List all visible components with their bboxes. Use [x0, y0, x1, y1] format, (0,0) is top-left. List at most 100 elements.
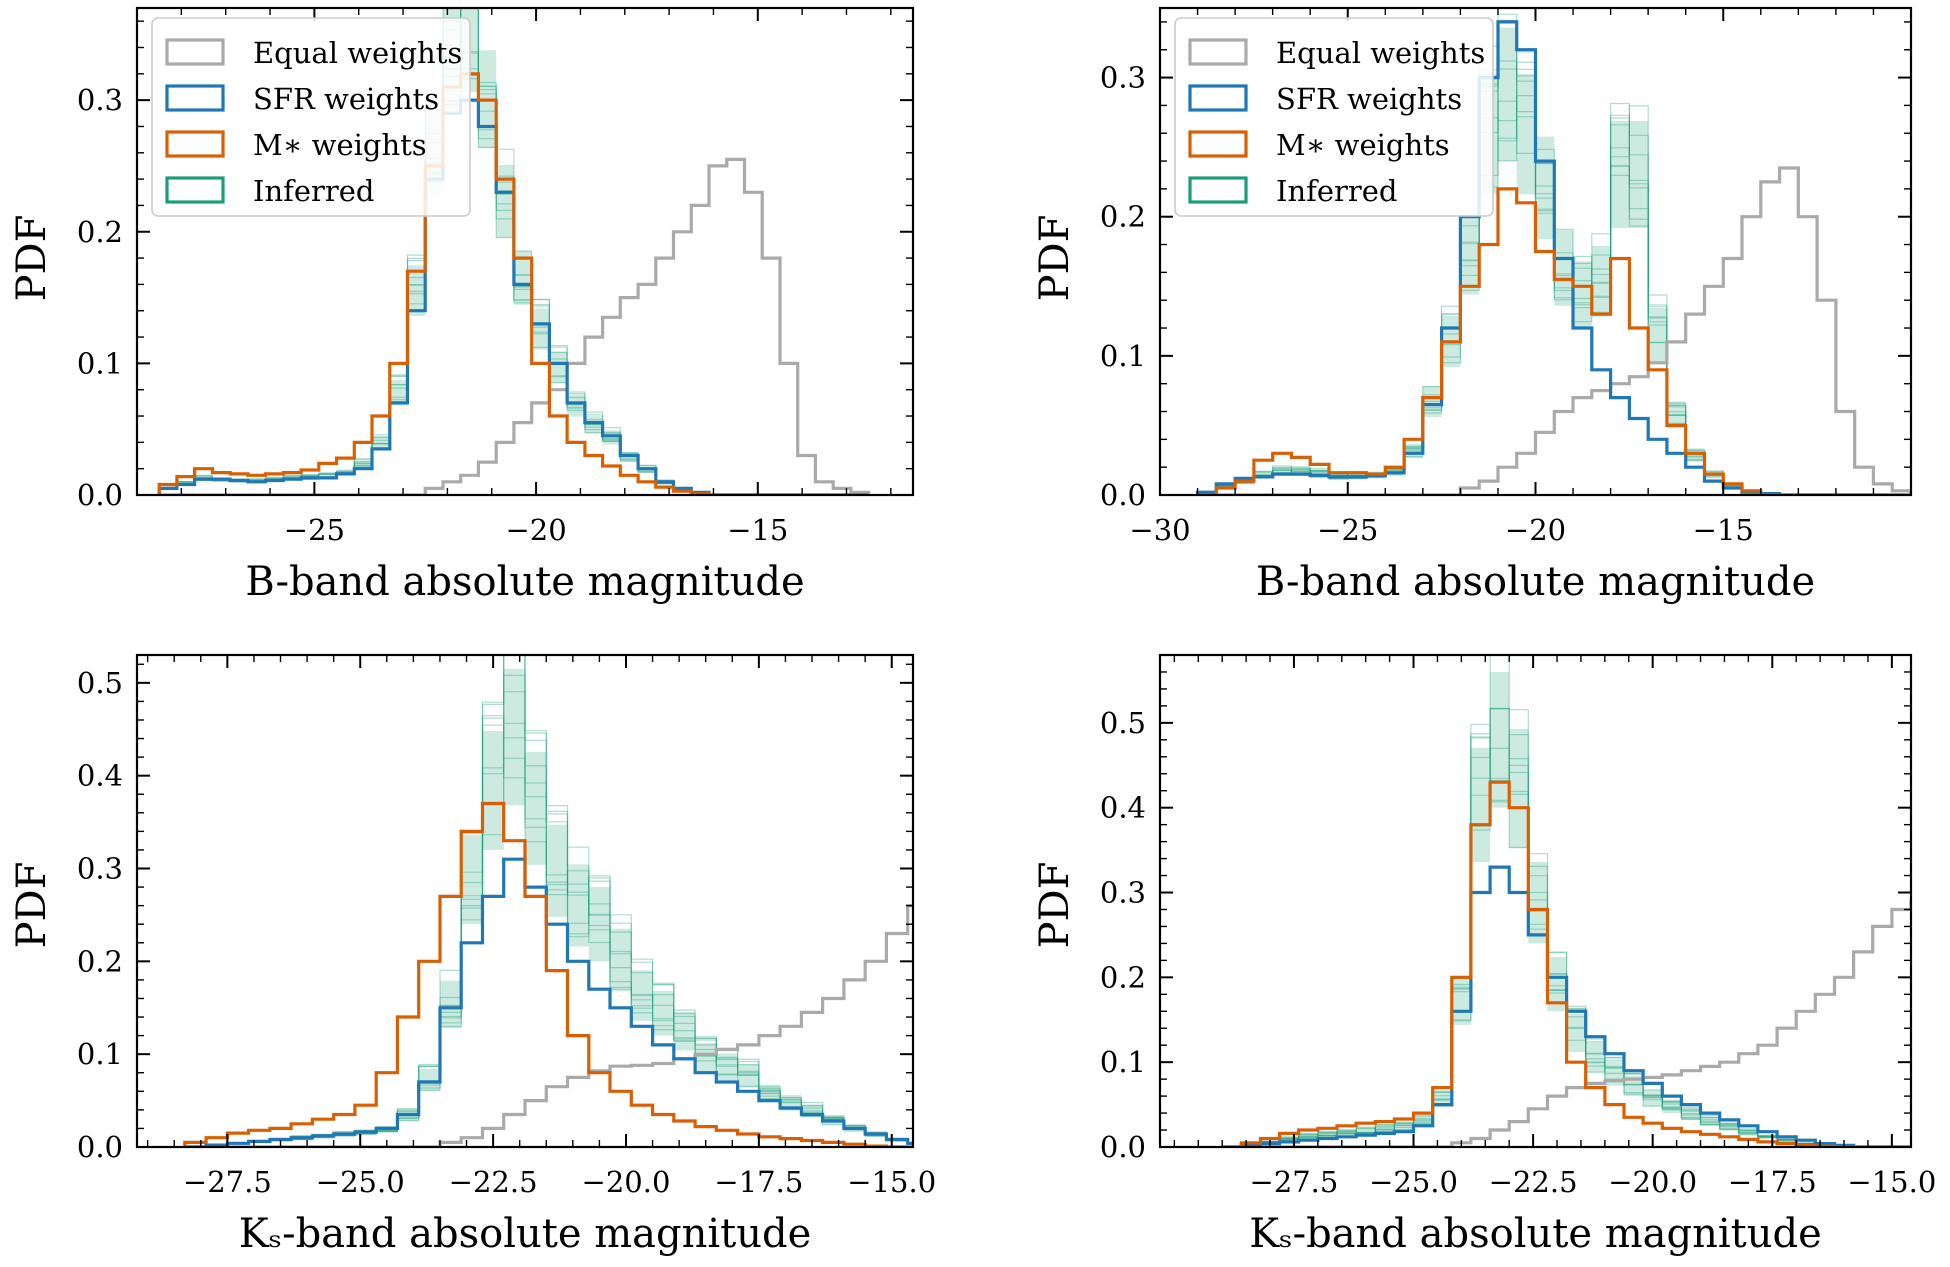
- y-tick-label: 0.1: [77, 1037, 123, 1071]
- inferred-bin: [1700, 1116, 1720, 1126]
- y-tick-label: 0.5: [1100, 706, 1146, 740]
- inferred-bin: [567, 394, 585, 417]
- inferred-bin: [372, 437, 390, 451]
- series-line-equal-weights: [184, 904, 913, 1147]
- legend-label: Equal weights: [253, 36, 462, 70]
- inferred-bin: [1404, 443, 1423, 459]
- legend-label: Inferred: [253, 174, 374, 208]
- inferred-bin: [801, 1105, 823, 1118]
- x-tick-label: −25.0: [316, 1165, 405, 1199]
- inferred-bin: [336, 469, 355, 475]
- y-tick-label: 0.2: [1100, 960, 1146, 994]
- y-tick-label: 0.2: [1100, 200, 1146, 234]
- inferred-sample-line: [1222, 747, 1911, 1147]
- axes-frame: [135, 653, 915, 1149]
- panel-bottom-right: −27.5 −25.0 −22.5 −20.0 −17.5 −15.0 0.0 0.1 0.2 0…: [1032, 653, 1936, 1257]
- inferred-bin: [407, 265, 426, 316]
- panel-top-left: −25 −20 −15 0.0 0.1 0.2 0.3 B-band absolute mag…: [9, 6, 915, 605]
- series-line-m-weights: [157, 72, 869, 495]
- inferred-bin: [1666, 401, 1686, 429]
- axes-frame: [1158, 653, 1913, 1149]
- inferred-bin: [1422, 385, 1442, 418]
- legend-box: [1174, 17, 1494, 217]
- x-tick-label: −20.0: [582, 1165, 671, 1199]
- inferred-bin: [1624, 1075, 1644, 1097]
- inferred-bin: [546, 824, 568, 917]
- inferred-bin: [1643, 1090, 1663, 1107]
- y-tick-label: 0.3: [77, 83, 123, 117]
- y-tick-label: 0.1: [77, 346, 123, 380]
- plot-area: [1222, 655, 1911, 1147]
- y-tick-label: 0.2: [77, 215, 123, 249]
- series-line-equal-weights: [1222, 899, 1911, 1147]
- inferred-bin: [354, 460, 372, 469]
- inferred-bin: [1310, 470, 1329, 478]
- inferred-bin: [1610, 121, 1630, 228]
- inferred-bin: [1272, 466, 1292, 475]
- inferred-bin: [610, 928, 632, 992]
- x-axis-label: B-band absolute magnitude: [1256, 559, 1815, 605]
- y-tick-label: 0.4: [1100, 791, 1146, 825]
- legend: Equal weights SFR weights M∗ weights Inferr…: [151, 17, 471, 217]
- inferred-bin: [1509, 729, 1529, 849]
- inferred-bin: [1554, 230, 1574, 306]
- series-line-equal-weights: [1197, 166, 1911, 495]
- inferred-bin: [1451, 976, 1471, 1025]
- inferred-bin: [695, 1043, 717, 1073]
- panel-top-right: −30 −25 −20 −15 0.0 0.1 0.2 0.3 B-band absolute …: [1032, 6, 1913, 605]
- legend-swatch: [165, 176, 225, 204]
- inferred-sample-line: [1222, 723, 1911, 1147]
- y-tick-label: 0.3: [77, 852, 123, 886]
- inferred-bin: [1566, 1014, 1586, 1052]
- inferred-bin: [1629, 121, 1649, 228]
- inferred-bin: [1298, 1134, 1318, 1139]
- inferred-bin: [1738, 1129, 1758, 1135]
- inferred-bin: [716, 1053, 738, 1081]
- inferred-bin: [1375, 1126, 1395, 1133]
- inferred-bin: [588, 887, 611, 962]
- x-tick-label: −15.0: [1847, 1165, 1936, 1199]
- inferred-bin: [1394, 1123, 1414, 1130]
- x-tick-label: −15: [727, 513, 788, 547]
- inferred-bin: [1253, 471, 1273, 479]
- inferred-bin: [549, 351, 568, 384]
- y-tick-label: 0.1: [1100, 1045, 1146, 1079]
- inferred-bin: [1777, 1139, 1797, 1142]
- inferred-bin: [1498, 27, 1517, 162]
- inferred-bin: [496, 165, 514, 238]
- inferred-bin: [1662, 1099, 1682, 1114]
- inferred-bin: [482, 731, 504, 850]
- inferred-bin: [1685, 448, 1705, 462]
- legend-swatch: [165, 38, 225, 66]
- inferred-bin: [525, 751, 547, 865]
- legend: Equal weights SFR weights M∗ weights Inferr…: [1174, 17, 1494, 217]
- inferred-bin: [1490, 672, 1510, 808]
- inferred-bin: [1648, 308, 1667, 362]
- inferred-bin: [1681, 1109, 1701, 1120]
- inferred-bin: [652, 991, 674, 1036]
- series-line-equal-weights: [159, 157, 871, 495]
- inferred-bin: [780, 1095, 802, 1110]
- legend-box: [151, 17, 471, 217]
- x-axis-label: Kₛ-band absolute magnitude: [1249, 1211, 1822, 1257]
- inferred-bin: [513, 251, 532, 305]
- inferred-bin: [1547, 957, 1567, 1012]
- x-axis-label: B-band absolute magnitude: [245, 559, 804, 605]
- legend-label: M∗ weights: [1276, 128, 1450, 162]
- inferred-bin: [461, 835, 483, 925]
- inferred-bin: [1585, 1042, 1605, 1073]
- inferred-bin: [1432, 1090, 1452, 1107]
- inferred-bin: [1470, 748, 1490, 862]
- inferred-bin: [1356, 1128, 1376, 1134]
- x-axis-label: Kₛ-band absolute magnitude: [239, 1211, 812, 1257]
- x-tick-label: −17.5: [1728, 1165, 1817, 1199]
- y-tick-label: 0.4: [77, 759, 123, 793]
- y-tick-label: 0.0: [77, 1130, 123, 1164]
- inferred-bin: [1279, 1137, 1299, 1141]
- inferred-bin: [1317, 1131, 1337, 1137]
- x-tick-label: −27.5: [1249, 1165, 1338, 1199]
- legend-swatch: [1188, 38, 1248, 66]
- axes-frame: [135, 6, 915, 497]
- x-tick-label: −27.5: [183, 1165, 272, 1199]
